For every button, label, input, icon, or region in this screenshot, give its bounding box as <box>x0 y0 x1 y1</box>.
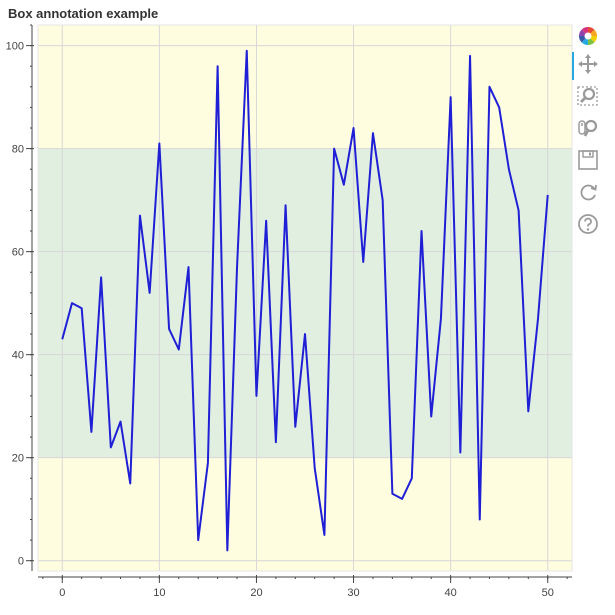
plot-border <box>37 24 573 572</box>
box-zoom-tool-icon[interactable] <box>576 84 600 108</box>
y-tick-label: 100 <box>6 41 24 53</box>
wheel-zoom-tool-icon[interactable] <box>576 116 600 140</box>
x-tick-label: 40 <box>445 587 457 599</box>
x-tick-label: 50 <box>542 587 554 599</box>
box-annotation-1 <box>38 148 572 458</box>
x-axis: 0 10 20 30 40 50 <box>38 575 572 599</box>
bokeh-logo-icon[interactable] <box>576 24 600 48</box>
x-tick-label: 20 <box>250 587 262 599</box>
x-tick-label: 10 <box>153 587 165 599</box>
pan-tool-icon[interactable] <box>572 52 600 80</box>
y-axis: 0 20 40 60 80 100 <box>6 24 34 571</box>
y-tick-label: 40 <box>12 350 24 362</box>
box-annotations <box>38 25 572 571</box>
y-tick-label: 60 <box>12 247 24 259</box>
x-tick-label: 30 <box>347 587 359 599</box>
y-tick-label: 0 <box>18 556 24 568</box>
box-annotation-0 <box>38 25 572 149</box>
chart-title: Box annotation example <box>8 6 159 21</box>
box-annotation-2 <box>38 457 572 571</box>
reset-tool-icon[interactable] <box>576 180 600 204</box>
y-tick-label: 20 <box>12 453 24 465</box>
help-tool-icon[interactable] <box>576 212 600 236</box>
series-layer <box>61 49 549 552</box>
x-tick-label: 0 <box>59 587 65 599</box>
y-tick-label: 80 <box>12 144 24 156</box>
plot-frame <box>37 24 573 572</box>
save-tool-icon[interactable] <box>576 148 600 172</box>
